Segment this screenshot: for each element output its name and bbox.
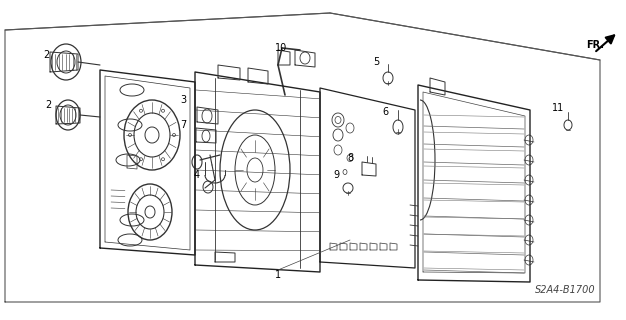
Text: 2: 2: [45, 100, 51, 110]
Text: S2A4-B1700: S2A4-B1700: [535, 285, 595, 295]
Text: 10: 10: [275, 43, 287, 53]
Text: 5: 5: [373, 57, 379, 67]
Text: 11: 11: [552, 103, 564, 113]
Text: FR.: FR.: [586, 40, 604, 50]
Text: 6: 6: [382, 107, 388, 117]
Text: 9: 9: [333, 170, 339, 180]
Text: 7: 7: [180, 120, 186, 130]
Text: 1: 1: [275, 270, 281, 280]
Text: 4: 4: [194, 170, 200, 180]
Text: 2: 2: [43, 50, 49, 60]
Text: 8: 8: [347, 153, 353, 163]
Text: 3: 3: [180, 95, 186, 105]
